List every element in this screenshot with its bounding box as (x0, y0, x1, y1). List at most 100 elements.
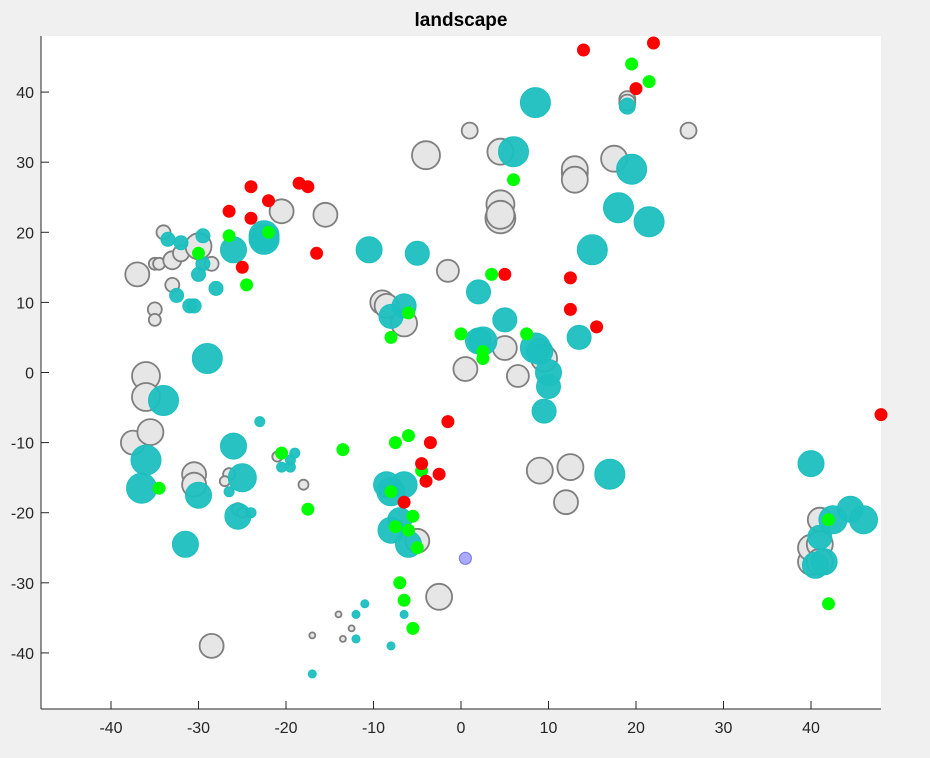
x-tick-label: 0 (457, 720, 466, 737)
data-point-gray (338, 635, 347, 643)
data-point-gray (556, 453, 585, 482)
data-point-teal (351, 609, 361, 619)
data-point-green (402, 523, 415, 537)
data-point-gray (435, 258, 460, 283)
data-point-teal (195, 228, 211, 244)
data-point-teal (223, 486, 235, 498)
data-point-green (240, 278, 254, 292)
data-point-red (301, 180, 315, 194)
x-tick-label: -30 (187, 720, 210, 737)
data-point-green (397, 593, 411, 607)
data-point-teal (148, 385, 179, 416)
x-tick-label: -10 (362, 720, 385, 737)
data-point-gray (411, 140, 441, 171)
data-point-teal (245, 507, 257, 519)
data-point-red (415, 457, 429, 471)
data-point-teal (849, 505, 878, 535)
data-point-gray (334, 610, 343, 619)
data-point-teal (535, 359, 562, 386)
y-tick-label: 40 (16, 85, 34, 102)
data-point-green (275, 446, 289, 460)
data-point-green (406, 509, 420, 523)
data-point-red (244, 180, 258, 194)
data-point-red (577, 43, 590, 57)
data-point-teal (633, 206, 665, 238)
y-tick-label: -30 (11, 576, 34, 593)
data-point-red (419, 474, 433, 488)
data-point-green (520, 327, 534, 341)
data-point-teal (169, 287, 185, 303)
data-point-teal (185, 481, 212, 509)
data-point-green (388, 520, 402, 534)
data-point-teal (220, 236, 247, 264)
data-point-teal (576, 234, 608, 266)
data-point-gray (347, 624, 356, 633)
data-point-teal (519, 87, 551, 119)
data-point-gray (506, 364, 530, 388)
x-tick-label: 20 (627, 720, 645, 737)
data-point-gray (560, 165, 589, 194)
y-tick-label: -20 (11, 506, 34, 523)
data-point-green (384, 485, 398, 499)
data-point-teal (130, 444, 162, 476)
data-point-red (262, 194, 275, 208)
data-point-red (874, 408, 888, 422)
data-point-green (222, 229, 236, 243)
y-tick-label: 0 (25, 366, 34, 383)
data-point-teal (360, 599, 370, 609)
data-point-teal (227, 463, 257, 493)
data-point-green (301, 502, 315, 516)
data-point-teal (160, 231, 176, 247)
data-point-green (822, 597, 835, 611)
data-point-green (507, 173, 520, 187)
x-tick-label: -40 (99, 720, 122, 737)
data-point-green (402, 306, 415, 320)
data-point-gray (553, 489, 579, 516)
ticks-layer: -40 -30 -20 -10 0 10 20 30 40 -40 -30 -20 -10 0 10 20 30… (11, 85, 820, 737)
data-point-blue (458, 551, 472, 565)
data-point-gray (297, 478, 310, 491)
points-layer (119, 36, 888, 679)
data-point-teal (220, 432, 247, 460)
data-point-teal (404, 240, 430, 266)
data-point-green (152, 481, 166, 495)
x-tick-label: -20 (274, 720, 297, 737)
data-point-green (476, 352, 490, 365)
y-tick-label: 20 (16, 225, 34, 242)
data-point-red (629, 82, 643, 96)
data-point-green (485, 267, 499, 281)
x-tick-label: 30 (715, 720, 733, 737)
data-point-green (454, 327, 468, 341)
data-point-red (498, 267, 512, 281)
data-point-red (563, 302, 577, 316)
data-point-red (244, 211, 258, 225)
data-point-red (423, 436, 437, 450)
y-tick-label: 30 (16, 155, 34, 172)
data-point-gray (308, 631, 317, 640)
data-point-gray (425, 582, 454, 611)
data-point-red (310, 246, 324, 260)
data-point-gray (198, 633, 225, 659)
data-point-red (432, 467, 446, 481)
y-tick-label: 10 (16, 295, 34, 312)
chart-title: landscape (415, 10, 508, 31)
data-point-gray (136, 418, 165, 447)
data-point-green (406, 621, 420, 635)
data-point-red (222, 204, 236, 218)
data-point-teal (208, 280, 224, 296)
data-point-green (262, 225, 275, 239)
data-point-teal (498, 136, 529, 168)
data-point-teal (307, 669, 317, 679)
data-point-green (192, 246, 205, 260)
data-point-teal (191, 343, 223, 374)
data-point-gray (124, 261, 151, 288)
data-point-teal (186, 298, 202, 314)
y-tick-label: -40 (11, 646, 34, 663)
data-point-red (563, 271, 577, 285)
data-point-teal (355, 236, 383, 264)
data-point-red (235, 260, 249, 274)
data-point-green (402, 429, 415, 443)
data-point-green (384, 330, 398, 344)
